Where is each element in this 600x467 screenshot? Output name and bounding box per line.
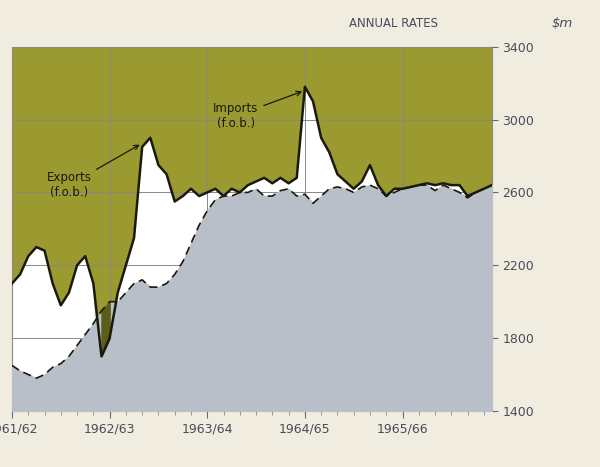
Text: Imports
(f.o.b.): Imports (f.o.b.) [213, 91, 301, 130]
Text: ANNUAL RATES: ANNUAL RATES [349, 17, 438, 30]
Text: Exports
(f.o.b.): Exports (f.o.b.) [47, 145, 139, 199]
Text: $m: $m [552, 17, 573, 30]
